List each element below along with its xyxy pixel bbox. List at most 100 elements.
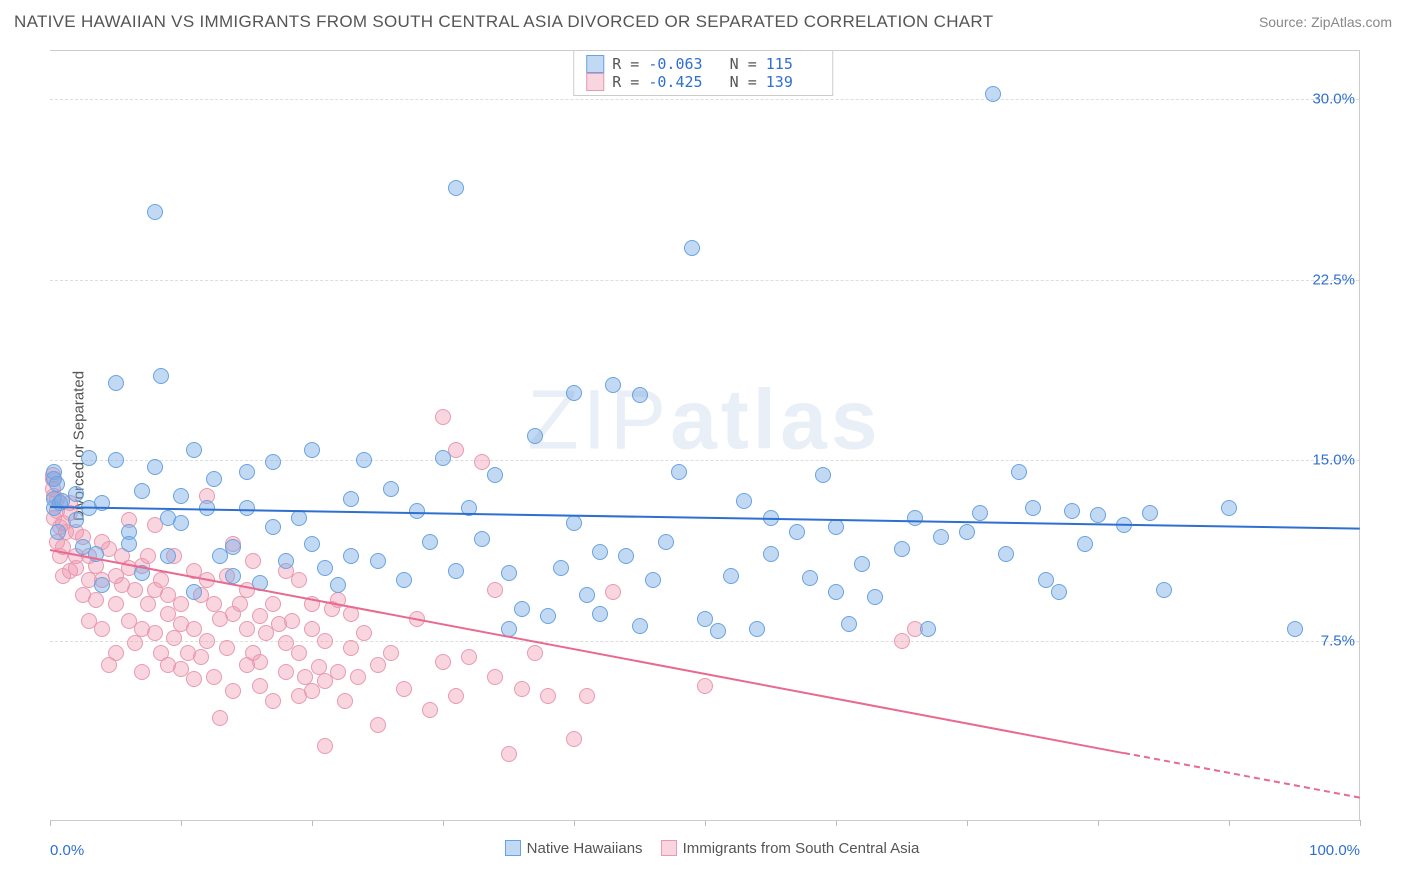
point-pink [68,560,84,576]
legend-r-value: -0.425 [648,73,702,91]
point-blue [173,515,189,531]
point-blue [370,553,386,569]
point-blue [343,491,359,507]
point-pink [265,596,281,612]
y-tick-label: 15.0% [1312,452,1355,469]
point-blue [278,553,294,569]
correlation-legend: R = -0.063 N = 115R = -0.425 N = 139 [573,50,833,96]
point-blue [1077,536,1093,552]
point-pink [435,409,451,425]
point-pink [239,621,255,637]
gridline [50,99,1359,100]
point-pink [474,454,490,470]
point-pink [487,582,503,598]
point-pink [134,664,150,680]
point-blue [108,452,124,468]
x-tick [1360,820,1361,826]
legend-swatch [505,840,521,856]
point-blue [658,534,674,550]
point-pink [225,683,241,699]
point-blue [802,570,818,586]
point-pink [579,688,595,704]
chart-title: NATIVE HAWAIIAN VS IMMIGRANTS FROM SOUTH… [14,12,993,32]
source-label: Source: ZipAtlas.com [1259,14,1392,30]
legend-row-blue: R = -0.063 N = 115 [586,55,820,73]
point-pink [337,693,353,709]
point-pink [422,702,438,718]
x-axis [50,820,1360,821]
point-pink [356,625,372,641]
point-blue [579,587,595,603]
point-blue [304,442,320,458]
trend-blue [50,506,1360,530]
point-pink [317,633,333,649]
point-blue [933,529,949,545]
point-pink [212,710,228,726]
point-pink [291,572,307,588]
point-blue [710,623,726,639]
point-blue [605,377,621,393]
point-blue [265,519,281,535]
point-blue [153,368,169,384]
point-blue [50,524,66,540]
point-pink [350,669,366,685]
point-blue [147,459,163,475]
point-pink [88,592,104,608]
point-pink [894,633,910,649]
point-blue [841,616,857,632]
y-tick-label: 30.0% [1312,91,1355,108]
point-blue [121,536,137,552]
point-pink [166,630,182,646]
gridline [50,460,1359,461]
point-blue [108,375,124,391]
point-blue [763,546,779,562]
point-pink [173,596,189,612]
point-blue [330,577,346,593]
point-pink [206,669,222,685]
point-blue [894,541,910,557]
legend-r-value: -0.063 [648,55,702,73]
point-blue [618,548,634,564]
point-blue [749,621,765,637]
point-blue [356,452,372,468]
point-blue [173,488,189,504]
point-pink [94,621,110,637]
point-pink [291,645,307,661]
point-blue [566,515,582,531]
legend-swatch [586,55,604,73]
trend-pink-dash [1124,752,1360,799]
point-pink [252,654,268,670]
point-blue [81,450,97,466]
legend-label-blue: Native Hawaiians [527,840,643,857]
legend-r-label: R = [612,73,648,91]
point-pink [108,645,124,661]
point-blue [697,611,713,627]
legend-n-value: 139 [766,73,820,91]
point-pink [370,657,386,673]
legend-r-label: R = [612,55,648,73]
point-blue [94,577,110,593]
point-blue [1064,503,1080,519]
point-pink [186,671,202,687]
point-blue [265,454,281,470]
point-blue [186,584,202,600]
point-pink [566,731,582,747]
point-blue [736,493,752,509]
point-blue [645,572,661,588]
point-pink [245,553,261,569]
point-blue [527,428,543,444]
point-blue [1287,621,1303,637]
point-pink [317,738,333,754]
point-blue [317,560,333,576]
point-pink [252,678,268,694]
point-pink [186,621,202,637]
point-blue [920,621,936,637]
point-blue [553,560,569,576]
point-pink [330,664,346,680]
point-pink [278,664,294,680]
point-blue [1051,584,1067,600]
point-blue [343,548,359,564]
point-pink [219,640,235,656]
point-blue [383,481,399,497]
chart-plot-area: ZIPatlas 7.5%15.0%22.5%30.0% [50,50,1360,820]
